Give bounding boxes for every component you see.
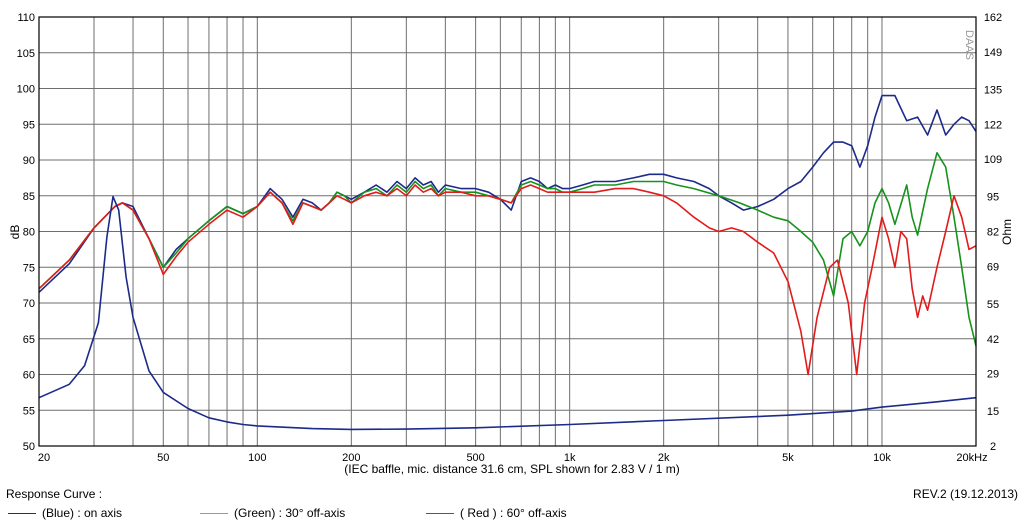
y-tick-label: 110 xyxy=(17,12,35,24)
y2-tick-label: 82 xyxy=(987,227,999,239)
legend-item-on-axis: (Blue) : on axis xyxy=(8,506,122,520)
y-axis-label-left: dB xyxy=(8,225,22,240)
x-tick-label: 200 xyxy=(342,452,360,464)
y2-tick-label: 109 xyxy=(984,154,1002,166)
legend-label-30-off-axis: (Green) : 30° off-axis xyxy=(234,506,346,520)
y-tick-label: 90 xyxy=(23,155,35,167)
x-tick-label: 50 xyxy=(157,452,169,464)
y2-tick-label: 69 xyxy=(987,261,999,273)
legend-label-60-off-axis: ( Red ) : 60° off-axis xyxy=(460,506,567,520)
series-line-on_axis xyxy=(38,94,977,293)
chart-svg: 20 50 100 200 500 1k 2k 5k 10k 20kHz5055606570758… xyxy=(8,12,1014,476)
y-tick-label: 95 xyxy=(23,119,35,131)
y-tick-label: 55 xyxy=(23,405,35,417)
legend-item-30-off-axis: (Green) : 30° off-axis xyxy=(200,506,345,520)
y2-tick-label: 15 xyxy=(987,406,999,418)
y2-tick-label: 149 xyxy=(984,47,1002,59)
x-tick-label: 5k xyxy=(782,452,794,464)
series-line-off_axis_60 xyxy=(38,184,977,376)
series-layer xyxy=(38,94,977,431)
x-tick-label: 1k xyxy=(564,452,576,464)
legend-item-60-off-axis: ( Red ) : 60° off-axis xyxy=(426,506,567,520)
y2-tick-label: 135 xyxy=(984,84,1002,96)
series-line-impedance xyxy=(38,195,977,431)
y2-tick-label: 2 xyxy=(990,441,996,453)
y2-tick-label: 42 xyxy=(987,334,999,346)
y2-tick-label: 55 xyxy=(987,299,999,311)
plot-border xyxy=(38,16,977,447)
x-tick-label: 10k xyxy=(873,452,891,464)
legend-swatch-red xyxy=(426,512,454,514)
frequency-response-chart: 20 50 100 200 500 1k 2k 5k 10k 20kHz 50 55 60 65 70 75 8… xyxy=(8,12,1014,476)
y-tick-label: 60 xyxy=(23,370,35,382)
legend-swatch-green xyxy=(200,512,228,514)
tick-layer: 20 50 100 200 500 1k 2k 5k 10k 20kHz5055606570758… xyxy=(17,12,1003,464)
y-tick-label: 70 xyxy=(23,298,35,310)
grid-layer xyxy=(39,17,976,446)
y2-tick-label: 122 xyxy=(984,119,1002,131)
watermark-text: DAAS xyxy=(963,30,975,60)
y-tick-label: 100 xyxy=(17,84,35,96)
x-tick-label: 20kHz xyxy=(956,452,987,464)
y2-tick-label: 29 xyxy=(987,369,999,381)
y2-tick-label: 162 xyxy=(984,12,1002,24)
y-tick-label: 65 xyxy=(23,334,35,346)
legend-swatch-blue xyxy=(8,512,36,514)
chart-caption: (IEC baffle, mic. distance 31.6 cm, SPL … xyxy=(344,462,679,476)
y-tick-label: 75 xyxy=(23,262,35,274)
y-tick-label: 50 xyxy=(23,441,35,453)
y2-tick-label: 95 xyxy=(987,192,999,204)
legend-title: Response Curve : xyxy=(6,487,103,501)
y-axis-label-right: Ohm xyxy=(1000,219,1014,245)
y-tick-label: 80 xyxy=(23,227,35,239)
y-tick-label: 105 xyxy=(17,48,35,60)
x-tick-label: 100 xyxy=(248,452,266,464)
legend: Response Curve : REV.2 (19.12.2013) (Blu… xyxy=(0,486,1024,524)
x-tick-label: 20 xyxy=(38,452,50,464)
revision-label: REV.2 (19.12.2013) xyxy=(913,487,1018,501)
x-tick-label: 500 xyxy=(466,452,484,464)
y-tick-label: 85 xyxy=(23,191,35,203)
x-tick-label: 2k xyxy=(658,452,670,464)
legend-label-on-axis: (Blue) : on axis xyxy=(42,506,123,520)
